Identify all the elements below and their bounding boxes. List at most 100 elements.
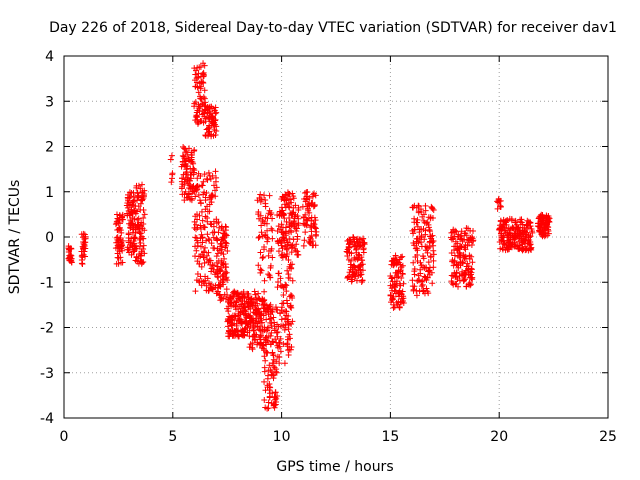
data-point [141, 227, 148, 234]
data-point [359, 257, 366, 264]
data-point [360, 235, 367, 242]
data-point [208, 285, 215, 292]
data-point [249, 346, 256, 353]
data-point [415, 202, 422, 209]
data-point [134, 208, 141, 215]
data-point [211, 262, 218, 269]
data-point [210, 234, 217, 241]
data-point [300, 242, 307, 249]
y-tick-label: 2 [45, 140, 54, 156]
y-tick-label: -1 [40, 275, 54, 291]
data-point [430, 206, 437, 213]
y-tick-label: 1 [45, 185, 54, 201]
data-point [136, 229, 143, 236]
data-point [264, 349, 271, 356]
data-point [280, 234, 287, 241]
data-point [261, 246, 268, 253]
data-point [292, 202, 299, 209]
data-point [197, 197, 204, 204]
data-point [214, 263, 221, 270]
data-point [205, 125, 212, 132]
data-point [283, 282, 290, 289]
data-point [209, 261, 216, 268]
data-point [275, 248, 282, 255]
data-point [399, 262, 406, 269]
data-point [417, 266, 424, 273]
data-point [275, 278, 282, 285]
data-points [65, 60, 553, 412]
data-point [413, 287, 420, 294]
data-point [497, 197, 504, 204]
data-point [258, 267, 265, 274]
data-point [133, 245, 140, 252]
data-point [306, 209, 313, 216]
data-point [430, 237, 437, 244]
data-point [270, 314, 277, 321]
data-point [289, 261, 296, 268]
data-point [261, 353, 268, 360]
data-point [354, 256, 361, 263]
data-point [389, 295, 396, 302]
data-point [248, 295, 255, 302]
data-point [293, 241, 300, 248]
data-point [247, 305, 254, 312]
data-point [201, 171, 208, 178]
data-point [420, 255, 427, 262]
data-point [411, 265, 418, 272]
data-point [421, 236, 428, 243]
data-point [399, 288, 406, 295]
data-point [357, 272, 364, 279]
data-point [223, 286, 230, 293]
data-point [285, 271, 292, 278]
data-point [265, 399, 272, 406]
data-point [464, 242, 471, 249]
data-point [289, 318, 296, 325]
data-point [470, 237, 477, 244]
data-point [255, 306, 262, 313]
data-point [277, 335, 284, 342]
data-point [546, 218, 553, 225]
y-tick-label: -2 [40, 321, 54, 337]
data-point [360, 245, 367, 252]
data-point [288, 320, 295, 327]
data-point [188, 151, 195, 158]
data-point [428, 233, 435, 240]
data-point [457, 243, 464, 250]
data-point [511, 236, 518, 243]
data-point [191, 148, 198, 155]
data-point [223, 264, 230, 271]
data-point [196, 261, 203, 268]
data-point [212, 193, 219, 200]
data-point [205, 169, 212, 176]
data-point [141, 187, 148, 194]
data-point [467, 282, 474, 289]
data-point [284, 251, 291, 258]
data-point [410, 286, 417, 293]
data-point [113, 211, 120, 218]
data-point [199, 217, 206, 224]
data-point [285, 313, 292, 320]
data-point [392, 284, 399, 291]
data-point [467, 281, 474, 288]
data-point [241, 331, 248, 338]
data-point [261, 192, 268, 199]
data-point [287, 196, 294, 203]
data-point [255, 208, 262, 215]
data-point [267, 262, 274, 269]
data-point [286, 214, 293, 221]
data-point [426, 243, 433, 250]
data-point [287, 346, 294, 353]
data-point [397, 282, 404, 289]
data-point [426, 226, 433, 233]
data-point [266, 394, 273, 401]
data-point [184, 163, 191, 170]
data-point [181, 158, 188, 165]
data-point [199, 182, 206, 189]
data-point [201, 62, 208, 69]
data-point [217, 249, 224, 256]
x-tick-label: 15 [381, 429, 399, 445]
data-point [139, 181, 146, 188]
data-point [312, 242, 319, 249]
data-point [262, 203, 269, 210]
data-point [236, 333, 243, 340]
